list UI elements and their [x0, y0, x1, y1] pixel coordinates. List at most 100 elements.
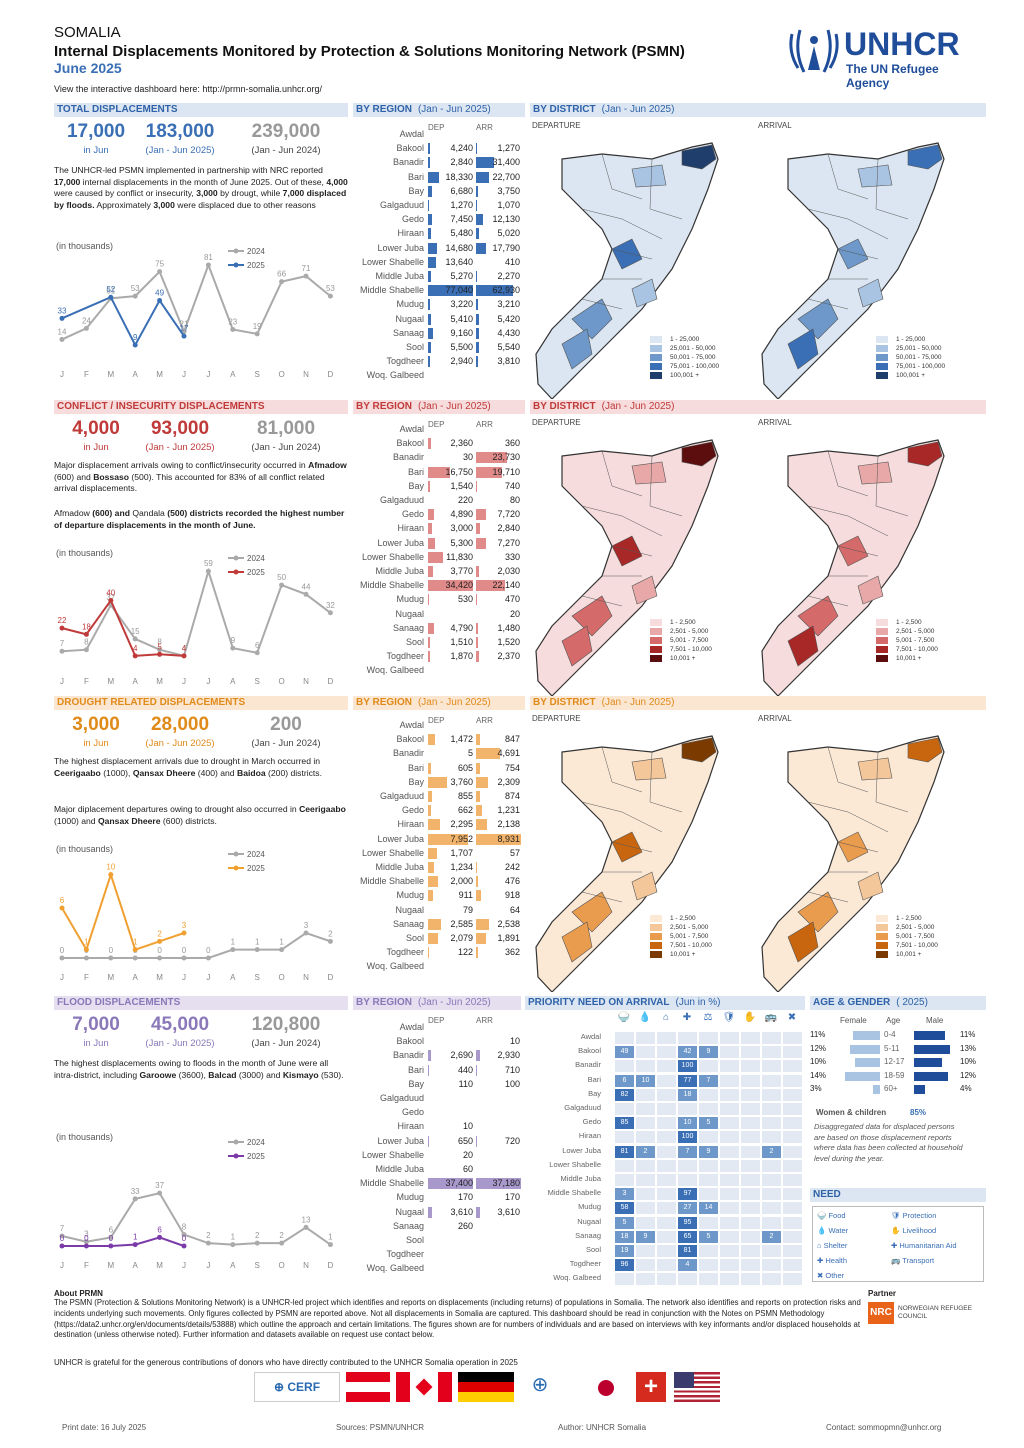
dep-cell: 110	[458, 1078, 473, 1089]
region-row: Sool	[352, 1235, 522, 1248]
region-name: Middle Shabelle	[359, 285, 424, 296]
month-tick: F	[84, 370, 89, 379]
priority-cell	[783, 1216, 802, 1229]
highlight-text: (500) districts recorded the highest num…	[54, 508, 345, 530]
priority-cell: 27	[678, 1202, 697, 1215]
region-row: Lower Juba 5,300 7,270	[352, 537, 522, 551]
arr-cell: 5,420	[476, 313, 522, 325]
legend-text: 10,001 +	[670, 655, 696, 662]
dep-bar	[428, 890, 433, 902]
priority-cell: 65	[678, 1230, 697, 1243]
arr-cell: 720	[476, 1135, 522, 1147]
arr-bar	[476, 1050, 480, 1062]
priority-cell	[762, 1088, 781, 1101]
total-stat-2: 239,000	[251, 121, 321, 142]
priority-cell	[699, 1032, 718, 1044]
point-label-v2025: 0	[60, 1234, 65, 1243]
priority-cell	[636, 1202, 655, 1215]
point-label-v2025: 6	[157, 1225, 162, 1234]
legend-row: 1 - 2,500	[876, 914, 938, 923]
legend-text: 100,001 +	[670, 372, 700, 379]
dep-bar	[428, 776, 447, 788]
point-v2024	[230, 645, 236, 651]
arr-col-header: ARR	[476, 1016, 493, 1025]
region-name: Bari	[407, 466, 424, 477]
priority-cell	[741, 1103, 760, 1115]
arr-cell: 2,370	[476, 651, 522, 663]
point-v2024	[205, 1240, 211, 1246]
district-border	[581, 208, 663, 240]
dep-cell	[428, 1022, 475, 1033]
age-group: 18-59	[884, 1070, 905, 1080]
district-shape	[787, 328, 819, 370]
district-shape	[907, 144, 943, 170]
departure-map-label: DEPARTURE	[532, 418, 581, 427]
arr-cell	[476, 961, 522, 972]
dep-cell: 2,000	[428, 876, 475, 888]
region-name: Banadir	[392, 1050, 424, 1061]
point-v2024	[303, 930, 309, 936]
region-row: Galgaduud 220 80	[352, 495, 522, 508]
arr-cell: 2,538	[476, 918, 522, 930]
dep-bar	[428, 200, 429, 211]
arr-cell: 476	[476, 876, 522, 888]
arr-bar	[476, 1135, 477, 1147]
region-name: Mudug	[396, 299, 424, 310]
month-tick: J	[60, 1261, 64, 1270]
legend-swatch	[876, 942, 888, 949]
female-bar	[845, 1071, 880, 1081]
need-icon: ✚	[891, 1241, 900, 1250]
region-row: Middle Shabelle 77,040 62,930	[352, 285, 522, 298]
need-label: Livelihood	[902, 1226, 937, 1235]
priority-cell	[762, 1202, 781, 1215]
priority-cell	[615, 1159, 634, 1172]
legend-swatch	[650, 619, 662, 626]
legend-text: 7,501 - 10,000	[896, 646, 938, 653]
dep-bar	[428, 342, 431, 353]
priority-cell	[720, 1174, 739, 1186]
district-shape	[631, 575, 658, 605]
highlight-text: Afmadow	[308, 460, 347, 470]
need-label: Protection	[902, 1211, 937, 1220]
priority-cell	[657, 1046, 676, 1059]
point-v2024	[205, 955, 211, 961]
legend-row: 50,001 - 75,000	[876, 353, 945, 362]
region-row: Lower Shabelle 1,707 57	[352, 847, 522, 861]
priority-cell	[636, 1216, 655, 1229]
region-row: Mudug 911 918	[352, 890, 522, 903]
priority-cell	[636, 1131, 655, 1144]
drought-by-district-header: BY DISTRICT (Jan - Jun 2025)	[530, 696, 986, 710]
legend-swatch	[876, 345, 888, 352]
point-label-v2024: 33	[131, 1187, 140, 1196]
arr-bar	[476, 1178, 521, 1190]
region-row: Gedo 4,890 7,720	[352, 509, 522, 522]
region-name: Middle Shabelle	[359, 580, 424, 591]
priority-cell	[636, 1188, 655, 1201]
legend-row: 2,501 - 5,000	[650, 627, 712, 636]
point-v2025	[108, 294, 114, 300]
priority-region-name: Bari	[587, 1074, 601, 1084]
dep-cell: 2,360	[428, 438, 475, 450]
priority-need-table: 🍚 💧 ⌂ ✚ ⚖ 🛡 ✋ 🚌 ✖ Awdal Bakool 49 42 9 Banadir 100 Bari 6…	[525, 1012, 807, 1292]
legend-text: 25,001 - 50,000	[670, 345, 716, 352]
point-v2024	[327, 938, 333, 944]
arr-cell: 8,931	[476, 833, 522, 845]
priority-cell	[657, 1216, 676, 1229]
priority-region-name: Gedo	[582, 1117, 601, 1127]
region-row: Bakool 1,472 847	[352, 734, 522, 747]
region-row: Lower Shabelle 11,830 330	[352, 551, 522, 565]
point-label-v2024: 8	[182, 1223, 187, 1232]
month-tick: N	[303, 1261, 309, 1270]
legend-row: 75,001 - 100,000	[650, 362, 719, 371]
region-name: Hiraan	[397, 1121, 424, 1132]
point-label-v2025: 2	[157, 929, 162, 938]
legend-swatch	[876, 646, 888, 653]
region-row: Hiraan 10	[352, 1121, 522, 1134]
age-group: 12-17	[884, 1057, 905, 1066]
highlight-text: 3,000	[153, 199, 175, 210]
region-row: Galgaduud	[352, 1093, 522, 1106]
dep-bar	[428, 918, 441, 930]
arr-cell: 1,231	[476, 805, 522, 817]
arr-col-header: ARR	[476, 420, 493, 429]
dashboard-link[interactable]: View the interactive dashboard here: htt…	[54, 84, 322, 94]
